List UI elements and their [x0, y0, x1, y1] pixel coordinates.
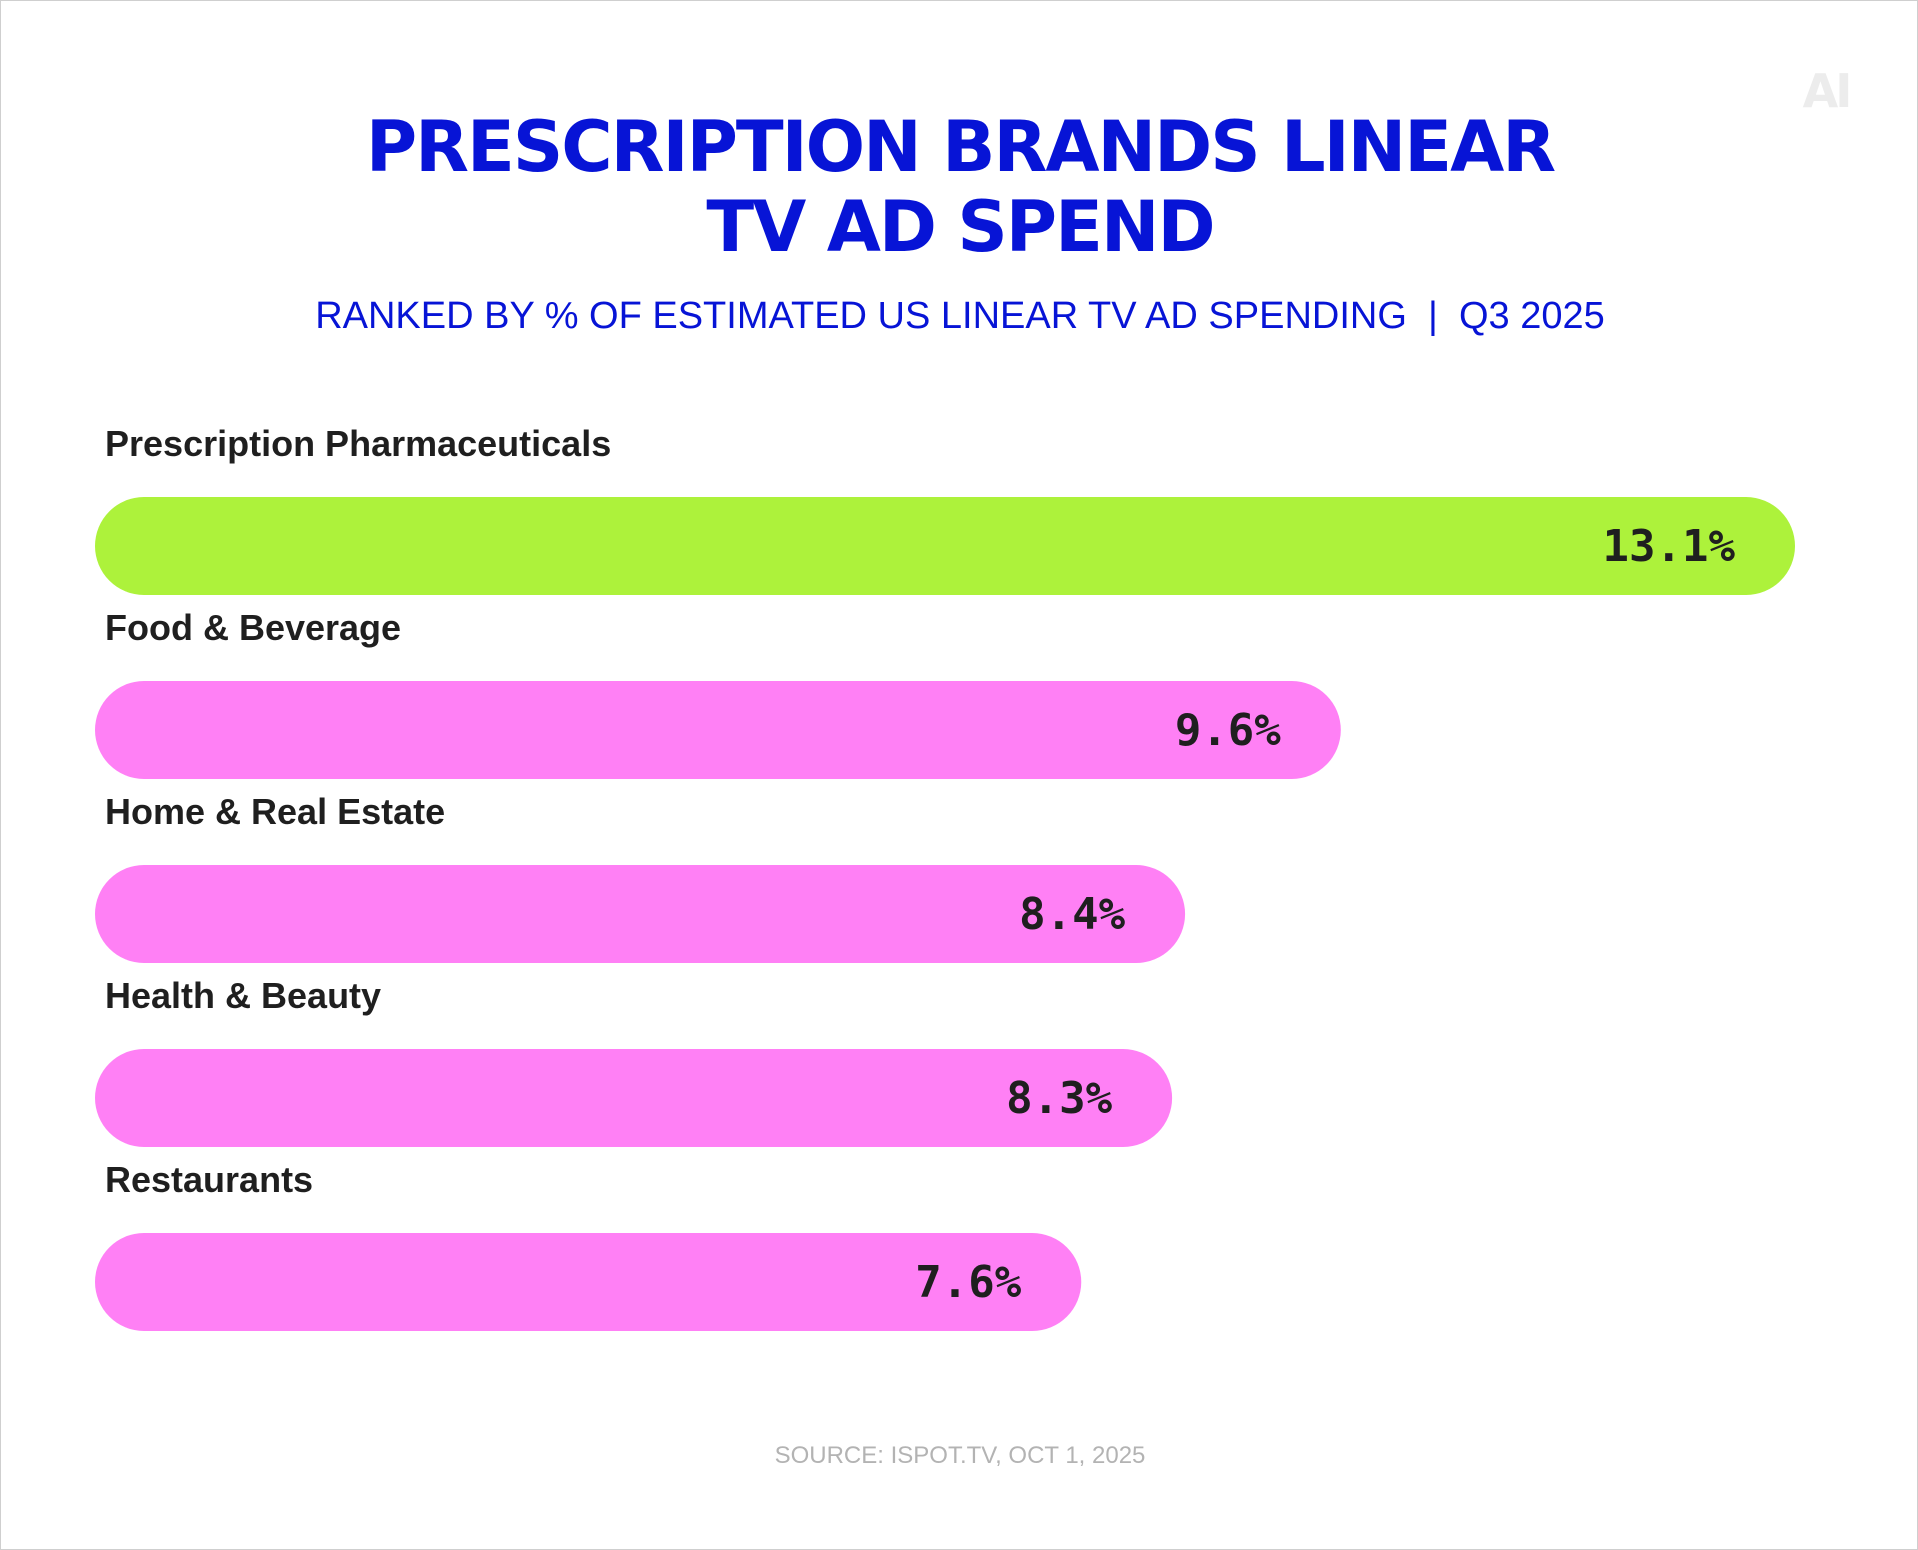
bar — [95, 865, 1186, 963]
chart-title: PRESCRIPTION BRANDS LINEAR TV AD SPEND — [1, 107, 1918, 267]
category-label: Prescription Pharmaceuticals — [105, 423, 611, 464]
bar — [95, 1233, 1082, 1331]
bar-value-label: 9.6% — [1175, 705, 1281, 756]
chart-title-line-1: PRESCRIPTION BRANDS LINEAR — [365, 106, 1556, 188]
brand-logo-text: AI — [1802, 64, 1853, 118]
bar-value-label: 8.4% — [1019, 889, 1125, 940]
bar — [95, 497, 1795, 595]
category-label: Food & Beverage — [105, 607, 401, 648]
source-note: SOURCE: ISPOT.TV, OCT 1, 2025 — [1, 1441, 1918, 1471]
bar-value-label: 8.3% — [1006, 1073, 1112, 1124]
chart-subtitle-text: RANKED BY % OF ESTIMATED US LINEAR TV AD… — [315, 295, 1605, 337]
bar-value-label: 7.6% — [915, 1257, 1021, 1308]
chart-subtitle: RANKED BY % OF ESTIMATED US LINEAR TV AD… — [1, 291, 1918, 341]
category-label: Health & Beauty — [105, 975, 381, 1016]
bar — [95, 681, 1341, 779]
chart-title-line-2: TV AD SPEND — [706, 186, 1215, 268]
brand-logo: AI — [1796, 68, 1856, 114]
source-note-text: SOURCE: ISPOT.TV, OCT 1, 2025 — [774, 1442, 1146, 1469]
bar-value-label: 13.1% — [1603, 521, 1736, 572]
category-label: Restaurants — [105, 1159, 313, 1200]
bar — [95, 1049, 1173, 1147]
category-label: Home & Real Estate — [105, 791, 445, 832]
bar-chart: Prescription Pharmaceuticals 13.1% Food & … — [95, 423, 1795, 1331]
